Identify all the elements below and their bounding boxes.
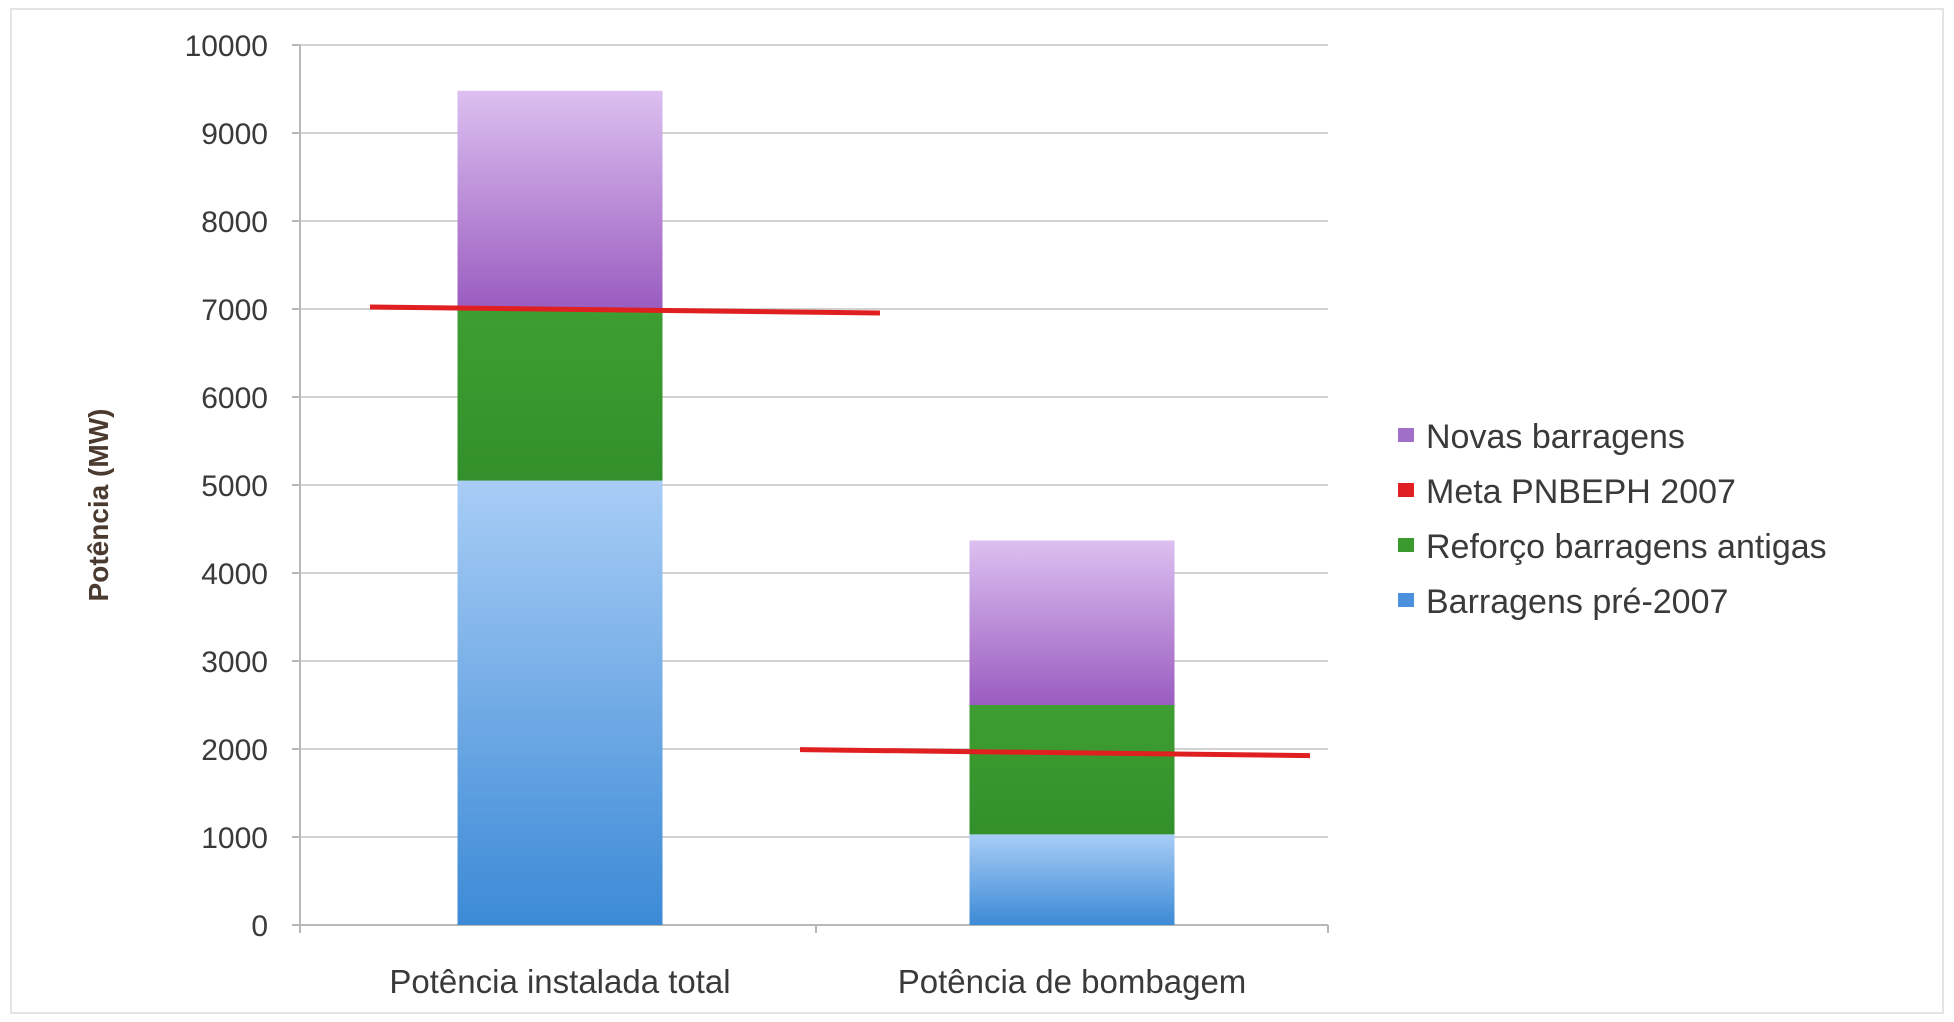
bar-segment-2-category-1	[457, 309, 663, 481]
target-line-category-1	[369, 304, 881, 316]
y-tick-label: 7000	[201, 294, 268, 327]
y-axis-label: Potência (MW)	[83, 409, 114, 602]
bar-segment-1-category-2	[969, 834, 1175, 925]
y-tick-label: 5000	[201, 470, 268, 503]
y-tick-label: 9000	[201, 118, 268, 151]
y-tick-label: 0	[251, 910, 268, 943]
legend: Novas barragens Meta PNBEPH 2007 Reforço b…	[1398, 418, 1827, 621]
target-lines	[369, 304, 1311, 759]
y-tick-label: 1000	[201, 822, 268, 855]
y-tick-label: 8000	[201, 206, 268, 239]
legend-swatch	[1398, 593, 1414, 607]
y-tick-label: 2000	[201, 734, 268, 767]
x-category-label: Potência de bombagem	[898, 963, 1247, 1000]
y-tick-label: 4000	[201, 558, 268, 591]
legend-label: Meta PNBEPH 2007	[1426, 473, 1736, 511]
legend-swatch	[1398, 428, 1414, 442]
y-tick-label: 6000	[201, 382, 268, 415]
bar-segment-3-category-1	[457, 90, 663, 309]
bar-segment-3-category-2	[969, 540, 1175, 705]
axis-labels: 0 1000 2000 3000 4000 5000 6000 7000 8000 9000 100…	[83, 30, 1246, 1000]
y-tick-label: 3000	[201, 646, 268, 679]
legend-label: Novas barragens	[1426, 418, 1685, 456]
bar-segment-2-category-2	[969, 705, 1175, 835]
bars	[457, 90, 1175, 925]
legend-swatch	[1398, 538, 1414, 552]
y-tick-label: 10000	[185, 30, 268, 63]
target-line-category-2	[799, 747, 1311, 759]
bar-segment-1-category-1	[457, 480, 663, 925]
legend-swatch	[1398, 483, 1414, 497]
legend-label: Barragens pré-2007	[1426, 583, 1728, 621]
legend-label: Reforço barragens antigas	[1426, 528, 1827, 566]
x-category-label: Potência instalada total	[389, 963, 730, 1000]
